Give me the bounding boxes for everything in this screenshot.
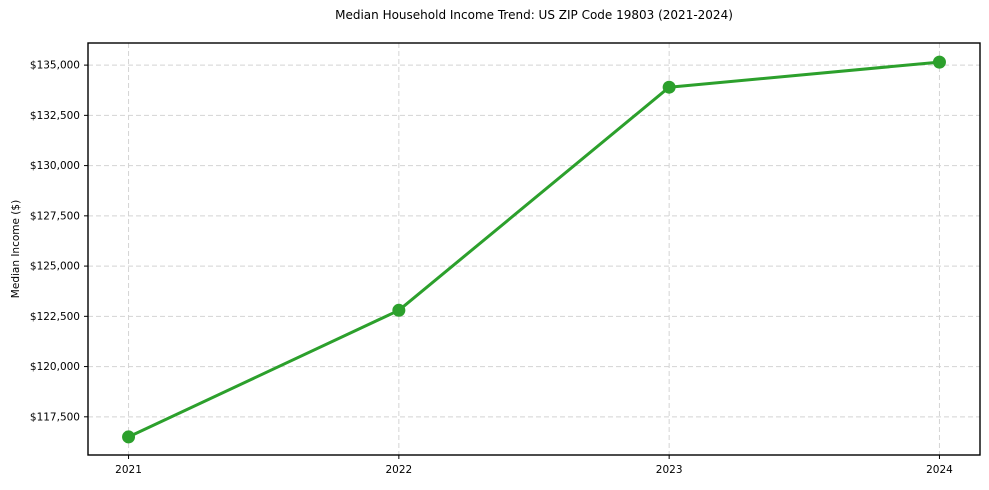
y-tick-label: $135,000 [30,60,80,72]
chart-title: Median Household Income Trend: US ZIP Co… [335,8,733,22]
x-tick-label: 2021 [115,464,142,476]
x-tick-label: 2022 [385,464,412,476]
data-point-2024 [932,55,946,69]
y-tick-label: $117,500 [30,411,80,423]
x-tick-label: 2024 [926,464,953,476]
y-tick-label: $127,500 [30,210,80,222]
y-tick-label: $125,000 [30,261,80,273]
y-tick-label: $122,500 [30,311,80,323]
plot-border [87,42,981,456]
y-tick-label: $132,500 [30,110,80,122]
x-tick-label: 2023 [656,464,683,476]
y-tick-label: $130,000 [30,160,80,172]
data-point-2021 [122,430,136,444]
data-point-2023 [662,80,676,94]
data-point-2022 [392,303,406,317]
y-tick-label: $120,000 [30,361,80,373]
trend-line [127,60,941,439]
